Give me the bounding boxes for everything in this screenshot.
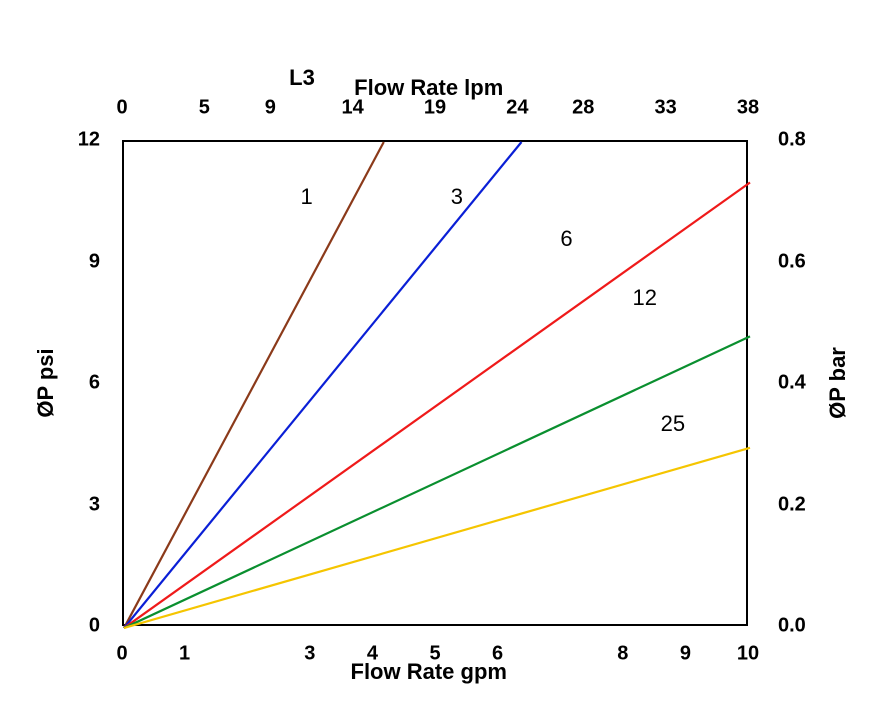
- series-12: [124, 336, 750, 628]
- x-top-tick: 5: [199, 97, 210, 120]
- x-top-tick: 9: [265, 97, 276, 120]
- x-bottom-tick: 0: [116, 643, 127, 666]
- plot-area: [122, 140, 748, 626]
- chart-lines: [124, 142, 750, 628]
- y-left-tick: 6: [89, 372, 100, 395]
- x-top-tick: 24: [506, 97, 528, 120]
- series-6: [124, 183, 750, 629]
- x-bottom-tick: 1: [179, 643, 190, 666]
- x-bottom-tick: 8: [617, 643, 628, 666]
- y-right-tick: 0.4: [778, 372, 806, 395]
- x-bottom-tick: 6: [492, 643, 503, 666]
- x-top-tick: 0: [116, 97, 127, 120]
- series-1: [124, 142, 384, 628]
- y-left-tick: 9: [89, 250, 100, 273]
- y-left-tick: 12: [78, 129, 100, 152]
- series-label-25: 25: [661, 411, 685, 437]
- y-left-tick: 0: [89, 615, 100, 638]
- series-3: [124, 142, 522, 628]
- series-25: [124, 448, 750, 628]
- series-label-1: 1: [301, 184, 313, 210]
- x-top-tick: 28: [572, 97, 594, 120]
- x-bottom-tick: 10: [737, 643, 759, 666]
- y-right-tick: 0.8: [778, 129, 806, 152]
- x-bottom-tick: 4: [367, 643, 378, 666]
- y-right-axis-label: ØP bar: [825, 347, 851, 419]
- x-bottom-tick: 5: [429, 643, 440, 666]
- y-left-tick: 3: [89, 493, 100, 516]
- x-top-tick: 38: [737, 97, 759, 120]
- series-label-3: 3: [451, 184, 463, 210]
- x-bottom-tick: 9: [680, 643, 691, 666]
- y-right-tick: 0.2: [778, 493, 806, 516]
- series-label-12: 12: [632, 285, 656, 311]
- chart-subtitle: L3: [289, 65, 315, 91]
- y-right-tick: 0.0: [778, 615, 806, 638]
- y-left-axis-label: ØP psi: [33, 348, 59, 417]
- x-top-tick: 14: [342, 97, 364, 120]
- x-bottom-tick: 3: [304, 643, 315, 666]
- series-label-6: 6: [560, 226, 572, 252]
- x-top-tick: 33: [655, 97, 677, 120]
- y-right-tick: 0.6: [778, 250, 806, 273]
- chart-canvas: L3 Flow Rate lpm Flow Rate gpm ØP psi ØP…: [0, 0, 882, 705]
- x-top-tick: 19: [424, 97, 446, 120]
